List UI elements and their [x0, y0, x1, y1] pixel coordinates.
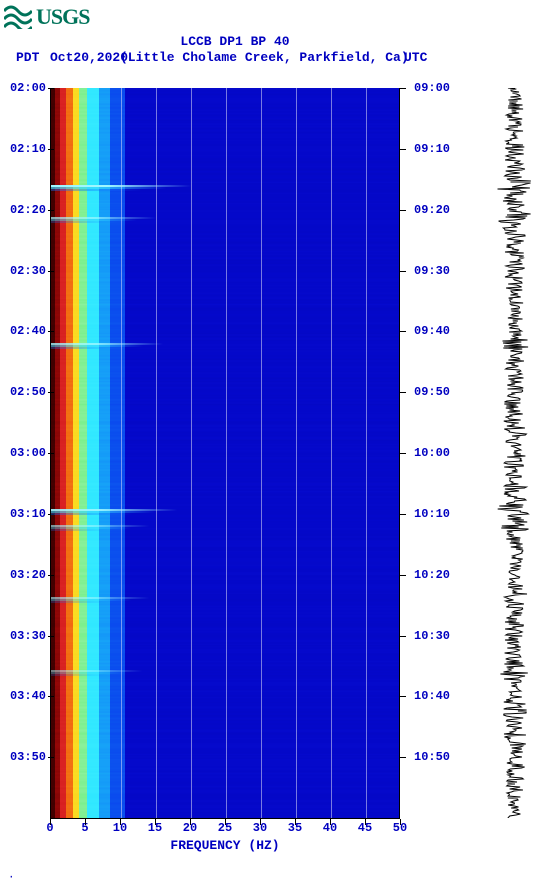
usgs-logo: USGS — [4, 4, 89, 30]
gridline — [261, 88, 262, 818]
y-tick-left: 02:40 — [10, 324, 46, 338]
spectrogram-band — [87, 88, 98, 818]
spectrogram-canvas — [50, 88, 400, 818]
y-tick-right: 10:50 — [414, 750, 450, 764]
y-tick-right: 09:20 — [414, 203, 450, 217]
y-tick-left: 03:40 — [10, 689, 46, 703]
gridline — [331, 88, 332, 818]
spectrogram-plot — [50, 88, 400, 818]
y-tick-left: 03:20 — [10, 568, 46, 582]
y-tick-left: 02:20 — [10, 203, 46, 217]
y-tick-right: 09:10 — [414, 142, 450, 156]
y-tick-right: 10:20 — [414, 568, 450, 582]
seismogram-strip — [494, 88, 536, 818]
y-tick-right: 09:50 — [414, 385, 450, 399]
y-tick-left: 02:10 — [10, 142, 46, 156]
y-tick-right: 10:00 — [414, 446, 450, 460]
y-tick-right: 09:00 — [414, 81, 450, 95]
y-axis-left: 02:0002:1002:2002:3002:4002:5003:0003:10… — [0, 88, 48, 818]
y-tick-left: 03:50 — [10, 750, 46, 764]
gridline — [156, 88, 157, 818]
seismogram-trace — [494, 88, 536, 818]
tz-right-label: UTC — [404, 50, 427, 65]
gridline — [226, 88, 227, 818]
footer-mark: · — [8, 872, 15, 884]
spectrogram-band — [79, 88, 87, 818]
y-tick-right: 09:30 — [414, 264, 450, 278]
spectrogram-band — [125, 88, 400, 818]
chart-title: LCCB DP1 BP 40 — [0, 34, 470, 51]
gridline — [366, 88, 367, 818]
chart-title-line1: LCCB DP1 BP 40 — [180, 34, 289, 49]
gridline — [121, 88, 122, 818]
y-tick-right: 09:40 — [414, 324, 450, 338]
y-tick-right: 10:30 — [414, 629, 450, 643]
x-axis-label: FREQUENCY (HZ) — [50, 838, 400, 853]
y-tick-left: 02:00 — [10, 81, 46, 95]
location-label: (Little Cholame Creek, Parkfield, Ca) — [120, 50, 409, 65]
gridline — [191, 88, 192, 818]
usgs-logo-text: USGS — [36, 4, 89, 30]
y-tick-right: 10:10 — [414, 507, 450, 521]
spectrogram-band — [99, 88, 110, 818]
tz-left-label: PDT — [16, 50, 39, 65]
y-tick-right: 10:40 — [414, 689, 450, 703]
y-tick-left: 02:50 — [10, 385, 46, 399]
y-tick-left: 03:00 — [10, 446, 46, 460]
spectrogram-band — [110, 88, 125, 818]
y-tick-left: 02:30 — [10, 264, 46, 278]
spectrogram-band — [66, 88, 73, 818]
y-tick-left: 03:30 — [10, 629, 46, 643]
usgs-waves-icon — [4, 5, 32, 29]
gridline — [296, 88, 297, 818]
date-label: Oct20,2020 — [50, 50, 128, 65]
y-axis-right: 09:0009:1009:2009:3009:4009:5010:0010:10… — [400, 88, 448, 818]
y-tick-left: 03:10 — [10, 507, 46, 521]
